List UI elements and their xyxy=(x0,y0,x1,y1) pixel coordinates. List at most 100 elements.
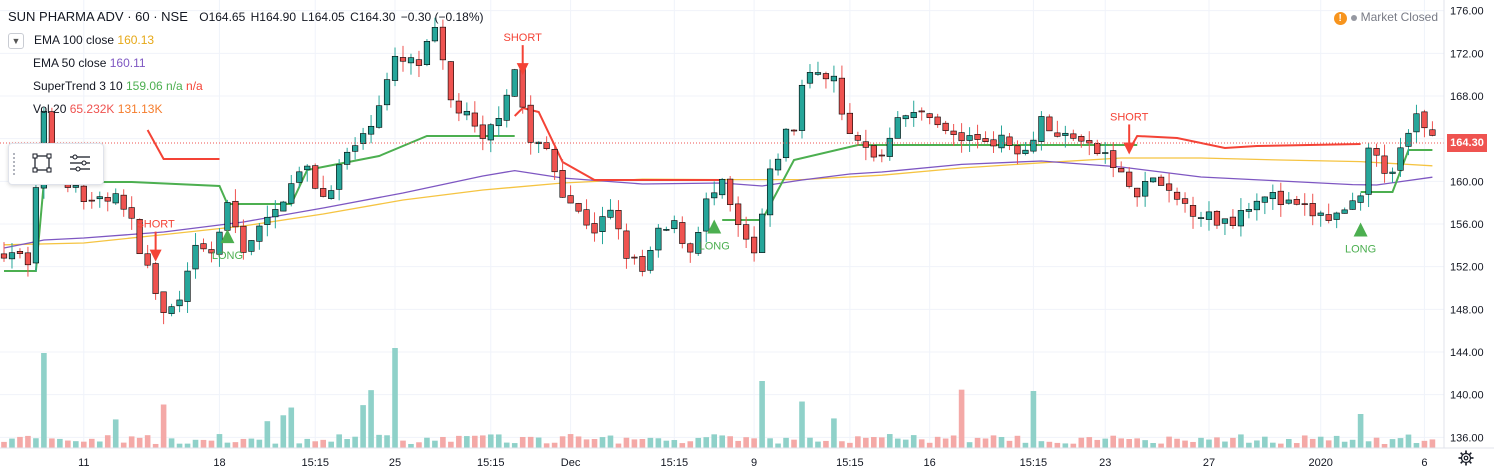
candle[interactable] xyxy=(615,200,622,240)
candle[interactable] xyxy=(1070,129,1077,141)
candle[interactable] xyxy=(479,115,486,151)
candle[interactable] xyxy=(1229,209,1237,229)
candle[interactable] xyxy=(735,196,742,237)
candle[interactable] xyxy=(1173,187,1181,206)
candle[interactable] xyxy=(415,50,423,78)
candle[interactable] xyxy=(1134,187,1141,207)
candle[interactable] xyxy=(272,200,279,229)
candle[interactable] xyxy=(607,199,614,220)
candle[interactable] xyxy=(487,123,494,153)
candle[interactable] xyxy=(766,159,774,227)
candle[interactable] xyxy=(1030,131,1037,154)
candle[interactable] xyxy=(152,262,159,300)
candle[interactable] xyxy=(838,65,845,121)
candle[interactable] xyxy=(1261,196,1268,215)
candle[interactable] xyxy=(1118,161,1125,173)
candle[interactable] xyxy=(703,192,710,243)
settings-lines-icon[interactable] xyxy=(67,150,93,176)
candle[interactable] xyxy=(727,176,734,212)
candle[interactable] xyxy=(192,233,199,279)
candle[interactable] xyxy=(599,206,606,245)
candle[interactable] xyxy=(264,205,271,237)
candle[interactable] xyxy=(1253,193,1260,221)
candle[interactable] xyxy=(176,290,183,313)
candle[interactable] xyxy=(1014,140,1021,165)
candle[interactable] xyxy=(1309,193,1316,226)
candle[interactable] xyxy=(527,95,534,155)
time-axis[interactable]: 11 18 15:15 25 15:15 Dec 15:15 9 15:15 16 15:15 23 2… xyxy=(78,457,1427,469)
candlesticks[interactable] xyxy=(0,17,1436,325)
candle[interactable] xyxy=(144,244,151,269)
candle[interactable] xyxy=(1205,201,1213,231)
candle[interactable] xyxy=(1413,104,1420,143)
candle[interactable] xyxy=(1349,192,1356,210)
candle[interactable] xyxy=(216,228,223,267)
candle[interactable] xyxy=(208,241,215,263)
candle[interactable] xyxy=(567,185,574,204)
candle[interactable] xyxy=(910,100,917,127)
gear-icon[interactable] xyxy=(1458,450,1474,466)
candle[interactable] xyxy=(88,191,95,209)
candle[interactable] xyxy=(591,212,598,242)
candle[interactable] xyxy=(1150,177,1157,183)
candle[interactable] xyxy=(1078,134,1085,148)
candle[interactable] xyxy=(679,216,686,249)
candle[interactable] xyxy=(359,127,367,150)
candle[interactable] xyxy=(575,202,582,214)
candle[interactable] xyxy=(814,61,822,76)
candle[interactable] xyxy=(391,47,399,87)
candle[interactable] xyxy=(423,39,431,67)
candle[interactable] xyxy=(8,243,16,269)
candle[interactable] xyxy=(1405,129,1412,156)
candle[interactable] xyxy=(535,141,542,154)
candle[interactable] xyxy=(663,226,670,232)
candle[interactable] xyxy=(934,113,941,128)
candle[interactable] xyxy=(1397,137,1404,177)
candle[interactable] xyxy=(1221,218,1229,236)
candle[interactable] xyxy=(128,196,135,230)
candle[interactable] xyxy=(383,72,391,111)
candle[interactable] xyxy=(312,163,319,190)
candle[interactable] xyxy=(902,114,909,127)
candle[interactable] xyxy=(352,137,359,160)
candle[interactable] xyxy=(743,216,750,249)
drawing-toolbox[interactable] xyxy=(8,143,104,185)
candle[interactable] xyxy=(942,120,949,135)
candle[interactable] xyxy=(184,262,191,313)
candle[interactable] xyxy=(256,222,263,250)
candle[interactable] xyxy=(1110,142,1117,178)
candle[interactable] xyxy=(1301,193,1308,216)
candle[interactable] xyxy=(1245,202,1252,219)
candle[interactable] xyxy=(1277,182,1284,217)
candle[interactable] xyxy=(304,164,311,182)
candle[interactable] xyxy=(854,131,861,146)
candle[interactable] xyxy=(822,71,830,89)
candle[interactable] xyxy=(503,89,510,128)
candle[interactable] xyxy=(1365,142,1372,208)
candle[interactable] xyxy=(623,223,630,269)
candle[interactable] xyxy=(1269,184,1276,210)
candle[interactable] xyxy=(1317,210,1324,227)
candle[interactable] xyxy=(320,175,327,198)
candle[interactable] xyxy=(1421,109,1428,138)
candle[interactable] xyxy=(1285,192,1292,205)
candle[interactable] xyxy=(862,129,869,161)
candle[interactable] xyxy=(232,189,239,234)
candle[interactable] xyxy=(990,131,997,153)
candle[interactable] xyxy=(160,291,167,325)
candle[interactable] xyxy=(671,215,678,234)
candle[interactable] xyxy=(16,248,24,259)
candle[interactable] xyxy=(96,191,103,208)
legend-volume-row[interactable]: Vol 20 65.232K 131.13K xyxy=(8,98,486,121)
candle[interactable] xyxy=(950,123,957,146)
candle[interactable] xyxy=(344,147,351,170)
candle[interactable] xyxy=(830,65,838,93)
candle[interactable] xyxy=(447,60,454,108)
candle[interactable] xyxy=(774,153,782,176)
rectangle-tool-icon[interactable] xyxy=(29,150,55,176)
candle[interactable] xyxy=(367,114,375,144)
candle[interactable] xyxy=(1189,196,1197,229)
candle[interactable] xyxy=(1062,125,1069,148)
collapse-indicators-icon[interactable]: ▼ xyxy=(8,32,24,49)
